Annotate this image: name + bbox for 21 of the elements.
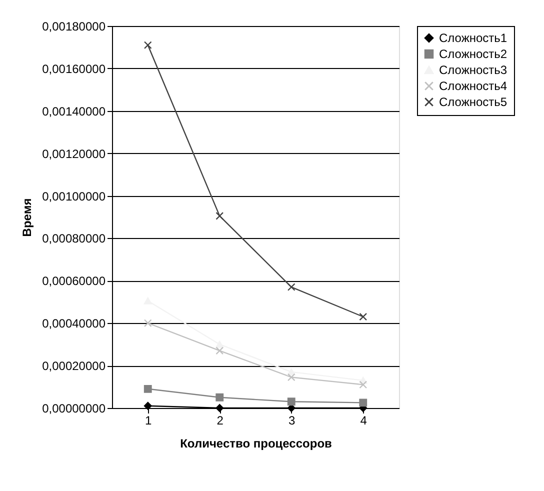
x-tick-label: 3 — [288, 414, 296, 428]
legend-label: Сложность3 — [439, 63, 508, 77]
x-tick-label: 4 — [360, 414, 368, 428]
x-tick-label: 1 — [145, 414, 152, 428]
y-tick-label: 0,00060000 — [42, 274, 106, 288]
y-tick-label: 0,00140000 — [42, 104, 106, 118]
legend-label: Сложность5 — [439, 95, 508, 109]
y-tick-label: 0,00000000 — [42, 402, 106, 416]
y-tick-label: 0,00160000 — [42, 62, 106, 76]
x-axis-title: Количество процессоров — [180, 436, 332, 450]
y-tick-label: 0,00180000 — [42, 20, 106, 34]
y-tick-label: 0,00100000 — [42, 189, 106, 204]
y-tick-label: 0,00120000 — [42, 146, 106, 161]
x-tick-label: 2 — [216, 414, 224, 428]
legend-label: Сложность1 — [439, 31, 508, 45]
y-tick-label: 0,00080000 — [42, 232, 106, 246]
legend-label: Сложность4 — [439, 79, 508, 93]
y-axis-title: Время — [20, 198, 34, 237]
y-tick-label: 0,00020000 — [42, 359, 106, 374]
legend-label: Сложность2 — [439, 47, 508, 61]
y-tick-label: 0,00040000 — [42, 316, 106, 331]
